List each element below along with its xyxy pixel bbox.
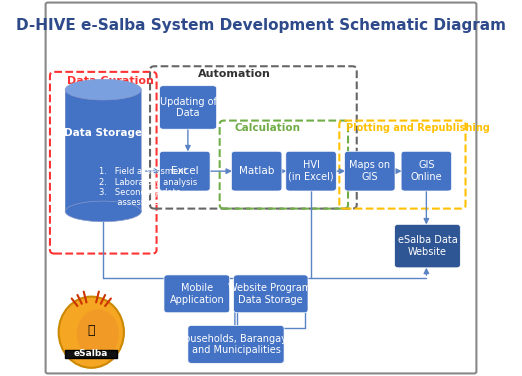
FancyBboxPatch shape xyxy=(160,86,217,129)
Text: Excel: Excel xyxy=(171,166,199,176)
Text: 1.   Field assessment
2.   Laboratory analysis
3.   Secondary data
       assess: 1. Field assessment 2. Laboratory analys… xyxy=(99,167,197,208)
Text: Automation: Automation xyxy=(198,69,271,79)
FancyBboxPatch shape xyxy=(45,3,477,373)
Ellipse shape xyxy=(58,297,124,368)
Text: Data Storage: Data Storage xyxy=(64,129,143,138)
Text: Plotting and Republishing: Plotting and Republishing xyxy=(346,123,490,133)
FancyBboxPatch shape xyxy=(233,275,308,313)
Text: Maps on
GIS: Maps on GIS xyxy=(349,160,390,182)
Text: eSalba: eSalba xyxy=(74,349,109,358)
Text: Data Curation: Data Curation xyxy=(67,76,154,86)
Text: Website Program,
Data Storage: Website Program, Data Storage xyxy=(228,283,314,305)
Text: Mobile
Application: Mobile Application xyxy=(170,283,224,305)
Ellipse shape xyxy=(77,309,119,359)
Text: eSalba Data
Website: eSalba Data Website xyxy=(398,235,457,257)
FancyBboxPatch shape xyxy=(188,326,284,363)
Text: GIS
Online: GIS Online xyxy=(410,160,442,182)
Text: 🖊: 🖊 xyxy=(88,324,95,337)
Text: Updating of
Data: Updating of Data xyxy=(160,97,217,118)
Ellipse shape xyxy=(65,79,141,100)
Text: Calculation: Calculation xyxy=(235,123,301,133)
FancyBboxPatch shape xyxy=(401,151,452,191)
Text: D-HIVE e-Salba System Development Schematic Diagram: D-HIVE e-Salba System Development Schema… xyxy=(16,18,506,33)
FancyBboxPatch shape xyxy=(345,151,395,191)
Text: Matlab: Matlab xyxy=(239,166,275,176)
Text: HVI
(in Excel): HVI (in Excel) xyxy=(288,160,334,182)
FancyBboxPatch shape xyxy=(164,275,230,313)
FancyBboxPatch shape xyxy=(65,350,117,358)
FancyBboxPatch shape xyxy=(160,151,210,191)
FancyBboxPatch shape xyxy=(231,151,282,191)
FancyBboxPatch shape xyxy=(395,224,460,268)
Text: Households, Barangays,
and Municipalities: Households, Barangays, and Municipalitie… xyxy=(177,334,295,355)
FancyBboxPatch shape xyxy=(286,151,336,191)
Ellipse shape xyxy=(65,201,141,222)
Bar xyxy=(65,89,141,211)
